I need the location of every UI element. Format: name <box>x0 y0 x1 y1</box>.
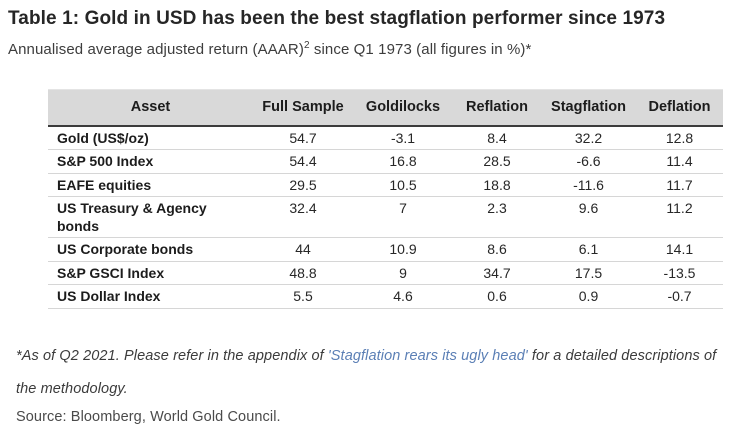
asset-cell: S&P GSCI Index <box>48 261 253 286</box>
value-cell: 17.5 <box>541 261 636 286</box>
value-cell: 34.7 <box>453 261 541 286</box>
value-cell: 8.6 <box>453 237 541 262</box>
asset-cell: Gold (US$/oz) <box>48 125 253 151</box>
column-header-full-sample: Full Sample <box>253 88 353 127</box>
table-row: Gold (US$/oz) 54.7 -3.1 8.4 32.2 12.8 <box>48 125 723 151</box>
value-cell: 14.1 <box>636 237 723 262</box>
value-cell: 16.8 <box>353 149 453 174</box>
value-cell: 10.5 <box>353 173 453 198</box>
appendix-link[interactable]: 'Stagflation rears its ugly head' <box>327 347 528 364</box>
value-cell: 28.5 <box>453 149 541 174</box>
column-header-deflation: Deflation <box>636 88 723 127</box>
source-attribution: Source: Bloomberg, World Gold Council. <box>16 409 281 426</box>
value-cell: -13.5 <box>636 261 723 286</box>
subtitle-text-tail: since Q1 1973 (all figures in %)* <box>309 40 532 58</box>
asset-cell: S&P 500 Index <box>48 149 253 174</box>
value-cell: 11.4 <box>636 149 723 174</box>
asset-cell: US Dollar Index <box>48 284 253 309</box>
value-cell: -0.7 <box>636 284 723 309</box>
value-cell: 2.3 <box>453 196 541 239</box>
table-title: Table 1: Gold in USD has been the best s… <box>8 8 666 29</box>
column-header-reflation: Reflation <box>453 88 541 127</box>
value-cell: 9 <box>353 261 453 286</box>
value-cell: 4.6 <box>353 284 453 309</box>
value-cell: 8.4 <box>453 125 541 151</box>
value-cell: 29.5 <box>253 173 353 198</box>
data-table-container: Asset Full Sample Goldilocks Reflation S… <box>48 88 723 309</box>
value-cell: 44 <box>253 237 353 262</box>
value-cell: 10.9 <box>353 237 453 262</box>
footnote-text-tail: for a detailed descriptions of the metho… <box>16 347 717 397</box>
value-cell: 48.8 <box>253 261 353 286</box>
column-header-goldilocks: Goldilocks <box>353 88 453 127</box>
asset-cell: US Treasury & Agency bonds <box>48 196 253 239</box>
table-row: US Dollar Index 5.5 4.6 0.6 0.9 -0.7 <box>48 284 723 309</box>
value-cell: 0.6 <box>453 284 541 309</box>
value-cell: 12.8 <box>636 125 723 151</box>
value-cell: -6.6 <box>541 149 636 174</box>
subtitle-text-lead: Annualised average adjusted return (AAAR… <box>8 40 304 58</box>
table-row: EAFE equities 29.5 10.5 18.8 -11.6 11.7 <box>48 173 723 198</box>
column-header-stagflation: Stagflation <box>541 88 636 127</box>
value-cell: 6.1 <box>541 237 636 262</box>
value-cell: 54.4 <box>253 149 353 174</box>
asset-cell: US Corporate bonds <box>48 237 253 262</box>
value-cell: 32.4 <box>253 196 353 239</box>
footnote-superscript: 2 <box>303 39 310 51</box>
value-cell: 54.7 <box>253 125 353 151</box>
table-subtitle: Annualised average adjusted return (AAAR… <box>8 40 744 58</box>
column-header-asset: Asset <box>48 88 253 127</box>
value-cell: -3.1 <box>353 125 453 151</box>
value-cell: 0.9 <box>541 284 636 309</box>
table-header-row: Asset Full Sample Goldilocks Reflation S… <box>48 88 723 127</box>
asset-cell: EAFE equities <box>48 173 253 198</box>
value-cell: 7 <box>353 196 453 239</box>
table-row: S&P 500 Index 54.4 16.8 28.5 -6.6 11.4 <box>48 149 723 174</box>
value-cell: 5.5 <box>253 284 353 309</box>
table-row: US Treasury & Agency bonds 32.4 7 2.3 9.… <box>48 196 723 239</box>
footnote-text-lead: *As of Q2 2021. Please refer in the appe… <box>16 347 328 364</box>
value-cell: 9.6 <box>541 196 636 239</box>
returns-table: Asset Full Sample Goldilocks Reflation S… <box>48 88 723 309</box>
table-row: S&P GSCI Index 48.8 9 34.7 17.5 -13.5 <box>48 261 723 286</box>
value-cell: 32.2 <box>541 125 636 151</box>
value-cell: 18.8 <box>453 173 541 198</box>
value-cell: 11.7 <box>636 173 723 198</box>
value-cell: -11.6 <box>541 173 636 198</box>
table-row: US Corporate bonds 44 10.9 8.6 6.1 14.1 <box>48 237 723 262</box>
value-cell: 11.2 <box>636 196 723 239</box>
footnote: *As of Q2 2021. Please refer in the appe… <box>16 340 736 407</box>
